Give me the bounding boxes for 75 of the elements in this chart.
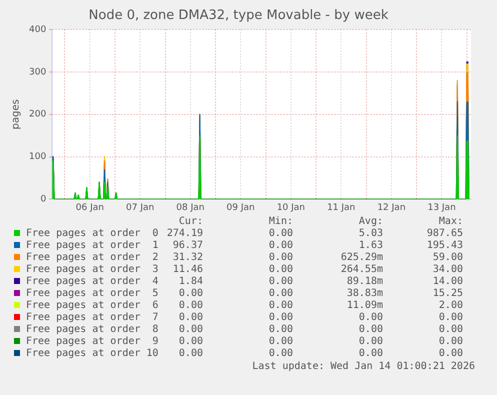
text: 0.00: [268, 348, 293, 360]
legend-label: Free pages at order 4: [26, 276, 158, 287]
text: Max:: [438, 216, 463, 228]
legend-label: Free pages at order 2: [26, 252, 158, 263]
text: 96.37: [172, 240, 203, 252]
text: 625.29m: [340, 252, 383, 264]
text: 0.00: [268, 252, 293, 264]
text: 264.55m: [340, 264, 383, 276]
text: Min:: [268, 216, 293, 228]
y-tick-label: 0: [40, 194, 46, 205]
text: 0.00: [438, 324, 463, 336]
legend-label: Free pages at order 1: [26, 240, 158, 251]
x-tick-label: 10 Jan: [276, 202, 305, 213]
text: 0.00: [178, 324, 203, 336]
text: 2.00: [438, 300, 463, 312]
text: 0.00: [438, 312, 463, 324]
text: 11.09m: [346, 300, 383, 312]
text: 0.00: [268, 264, 293, 276]
text: 195.43: [426, 240, 463, 252]
legend-label: Free pages at order 7: [26, 312, 158, 323]
x-tick-label: 13 Jan: [428, 202, 456, 213]
text: 0.00: [268, 312, 293, 324]
text: 0.00: [178, 312, 203, 324]
text: 0.00: [268, 276, 293, 288]
y-tick-label: 100: [28, 152, 46, 162]
text: 0.00: [178, 348, 203, 360]
x-tick-label: 11 Jan: [327, 202, 356, 213]
legend-label: Free pages at order 3: [26, 264, 158, 275]
text: 274.19: [166, 228, 203, 240]
y-tick-label: 200: [28, 110, 46, 120]
text: Cur:: [178, 216, 203, 228]
text: Avg:: [358, 216, 383, 228]
text: 31.32: [172, 252, 203, 264]
x-tick-label: 09 Jan: [226, 202, 255, 213]
text: 0.00: [178, 288, 203, 300]
text: 15.25: [432, 288, 463, 300]
legend-label: Free pages at order 5: [26, 288, 158, 299]
text: 0.00: [358, 312, 383, 324]
text: 0.00: [178, 336, 203, 348]
text: 987.65: [426, 228, 463, 240]
legend-label: Free pages at order 9: [26, 336, 158, 347]
text: 0.00: [358, 348, 383, 360]
text: Last update: Wed Jan 14 01:00:21 2026: [252, 361, 475, 372]
legend-label: Free pages at order 10: [26, 348, 158, 359]
text: 89.18m: [346, 276, 383, 288]
text: 0.00: [268, 300, 293, 312]
legend-label: Free pages at order 8: [26, 324, 158, 335]
text: 59.00: [432, 252, 463, 264]
y-axis-title: pages: [10, 99, 22, 130]
text: 34.00: [432, 264, 463, 276]
text: 0.00: [358, 324, 383, 336]
text: 0.00: [268, 336, 293, 348]
legend-label: Free pages at order 0: [26, 228, 158, 239]
text: 1.84: [178, 276, 203, 288]
text: 0.00: [268, 288, 293, 300]
text: 0.00: [268, 240, 293, 252]
text: 0.00: [268, 228, 293, 240]
text: 5.03: [358, 228, 383, 240]
text: 11.46: [172, 264, 203, 276]
y-tick-label: 400: [28, 24, 46, 35]
text: 1.63: [358, 240, 383, 252]
x-tick-label: 08 Jan: [176, 202, 204, 213]
text: 0.00: [178, 300, 203, 312]
x-tick-label: 06 Jan: [76, 202, 104, 213]
y-tick-label: 300: [28, 67, 46, 78]
x-tick-label: 07 Jan: [126, 202, 154, 213]
text: 0.00: [268, 324, 293, 336]
text: 14.00: [432, 276, 463, 288]
x-tick-label: 12 Jan: [377, 202, 406, 213]
text: 38.83m: [346, 288, 383, 300]
text: 0.00: [438, 336, 463, 348]
chart-title: Node 0, zone DMA32, type Movable - by week: [88, 8, 389, 24]
legend-label: Free pages at order 6: [26, 300, 158, 311]
text: 0.00: [358, 336, 383, 348]
text: 0.00: [438, 348, 463, 360]
